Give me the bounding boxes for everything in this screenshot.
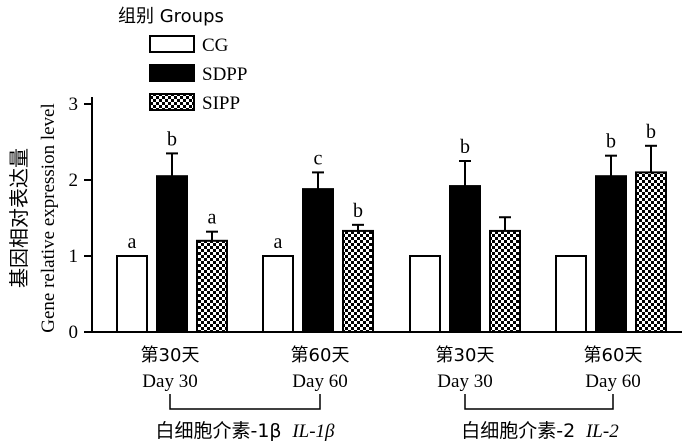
significance-letter: a xyxy=(274,231,283,253)
x-label-cn-2: 第60天 xyxy=(291,345,350,366)
significance-letter: b xyxy=(606,131,616,153)
x-label-en-2: Day 60 xyxy=(292,371,347,392)
y-tick-label: 3 xyxy=(69,94,79,115)
x-label-cn-3: 第30天 xyxy=(436,345,495,366)
gene-group-italic-il2: IL-2 xyxy=(585,421,619,442)
y-axis-title-en: Gene relative expression level xyxy=(38,103,59,332)
x-category-labels: 第30天 Day 30 第60天 Day 60 第30天 Day 30 第60天… xyxy=(141,345,643,392)
bars-layer: a a b c b b a b b xyxy=(116,121,667,333)
bar-sipp xyxy=(342,229,374,333)
gene-group-cn-il2: 白细胞介素-2 xyxy=(461,420,575,442)
y-ticks: 0 1 2 3 xyxy=(69,94,92,343)
y-tick-label: 0 xyxy=(69,322,79,343)
bar-sipp xyxy=(196,239,228,333)
significance-letter: c xyxy=(314,147,323,169)
bar-cg xyxy=(262,255,294,333)
bar-cg xyxy=(555,255,587,333)
legend-swatch-cg xyxy=(149,35,195,53)
significance-letter: a xyxy=(208,207,217,229)
x-label-en-4: Day 60 xyxy=(585,371,640,392)
significance-letter: b xyxy=(353,200,363,222)
bar-sdpp xyxy=(449,185,481,333)
legend-swatch-sipp xyxy=(149,93,195,111)
x-label-cn-4: 第60天 xyxy=(584,345,643,366)
legend-label-sipp: SIPP xyxy=(202,93,240,114)
significance-letter: b xyxy=(460,136,470,158)
y-axis-title-cn: 基因相对表达量 xyxy=(7,148,31,288)
group-bracket-il1b xyxy=(169,394,321,410)
bar-sdpp xyxy=(595,175,627,333)
bar-sdpp xyxy=(302,188,334,333)
y-tick-label: 1 xyxy=(69,246,79,267)
gene-group-label-il1b: 白细胞介素-1β IL-1β xyxy=(155,420,335,442)
x-label-en-1: Day 30 xyxy=(142,371,197,392)
significance-letter: b xyxy=(167,128,177,150)
bar-cg xyxy=(116,255,148,333)
legend: 组别 Groups CG SDPP SIPP xyxy=(118,6,247,114)
gene-group-cn-il1b: 白细胞介素-1β xyxy=(155,420,281,442)
bar-sipp xyxy=(489,229,521,333)
legend-title: 组别 Groups xyxy=(118,6,224,27)
bar-cg xyxy=(409,255,441,333)
legend-swatch-sdpp xyxy=(149,64,195,82)
legend-label-cg: CG xyxy=(202,35,229,56)
y-tick-label: 2 xyxy=(69,170,79,191)
bar-sdpp xyxy=(156,175,188,333)
significance-letter: a xyxy=(128,231,137,253)
gene-group-label-il2: 白细胞介素-2 IL-2 xyxy=(461,420,619,442)
group-bracket-il2 xyxy=(464,394,614,410)
x-label-en-3: Day 30 xyxy=(437,371,492,392)
bar-sipp xyxy=(635,171,667,333)
x-label-cn-1: 第30天 xyxy=(141,345,200,366)
legend-label-sdpp: SDPP xyxy=(202,64,247,85)
gene-group-italic-il1b: IL-1β xyxy=(291,421,335,442)
significance-letter: b xyxy=(646,121,656,143)
